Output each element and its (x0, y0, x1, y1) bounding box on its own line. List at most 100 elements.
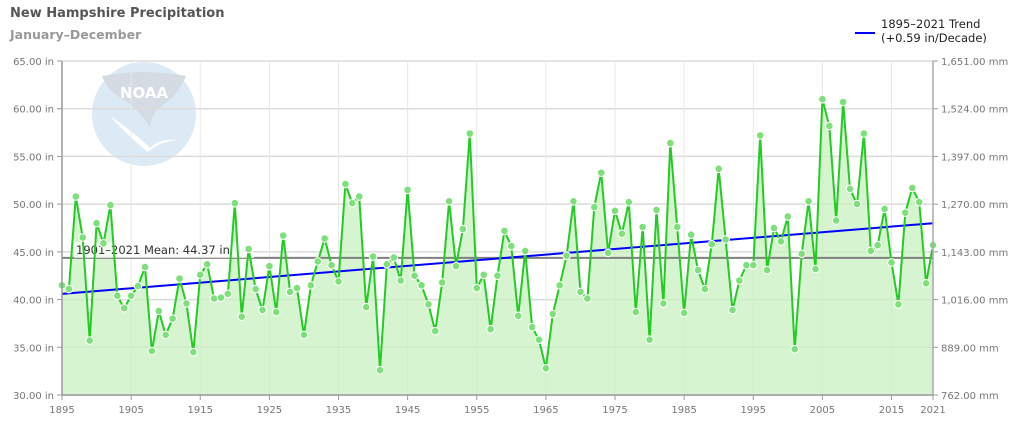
data-point[interactable]: 1980: 35.8 in (645, 335, 654, 345)
data-point[interactable]: 1976: 46.9 in (617, 229, 627, 238)
data-point[interactable]: 1965: 32.8 in (541, 364, 551, 373)
data-point[interactable]: 1914: 34.5 in (189, 347, 198, 357)
data-point[interactable]: 1936: 52.1 in (341, 179, 350, 189)
data-point[interactable]: 1966: 38.5 in (548, 309, 558, 319)
data-point[interactable]: 1920: 50.1 in (230, 198, 240, 208)
data-point[interactable]: 1910: 36.3 in (161, 330, 170, 340)
data-point[interactable]: 1972: 49.7 in (590, 202, 599, 212)
data-point[interactable]: 1989: 45.8 in (707, 239, 717, 249)
data-point[interactable]: 1937: 50.1 in (348, 198, 357, 208)
data-point[interactable]: 1933: 46.4 in (320, 234, 330, 243)
data-point[interactable]: 1961: 38.3 in (513, 311, 523, 321)
data-point[interactable]: 2015: 43.9 in (887, 258, 896, 267)
data-point[interactable]: 1946: 42.5 in (410, 271, 419, 281)
data-point[interactable]: 1969: 50.3 in (569, 197, 578, 206)
data-point[interactable]: 1971: 40.1 in (583, 294, 592, 303)
data-point[interactable]: 1902: 49.9 in (106, 200, 115, 210)
data-point[interactable]: 2010: 50 in (852, 199, 862, 209)
data-point[interactable]: 2000: 48.7 in (783, 212, 793, 221)
data-point[interactable]: 1921: 38.2 in (237, 312, 246, 322)
data-point[interactable]: 1943: 44.4 in (389, 253, 399, 262)
data-point[interactable]: 1913: 39.6 in (182, 299, 191, 308)
data-point[interactable]: 1945: 51.5 in (403, 185, 412, 195)
data-point[interactable]: 1981: 49.4 in (652, 205, 661, 215)
data-point[interactable]: 1963: 37.1 in (527, 322, 537, 332)
data-point[interactable]: 1951: 50.3 in (444, 197, 454, 206)
data-point[interactable]: 2013: 45.7 in (873, 240, 883, 250)
data-point[interactable]: 1930: 36.3 in (299, 330, 309, 340)
data-point[interactable]: 1986: 46.8 in (686, 230, 696, 239)
data-point[interactable]: 1998: 47.5 in (769, 223, 779, 233)
data-point[interactable]: 2003: 50.3 in (804, 197, 813, 206)
data-point[interactable]: 1993: 42 in (735, 276, 744, 285)
data-point[interactable]: 1939: 39.2 in (361, 302, 371, 312)
data-point[interactable]: 1932: 44 in (313, 257, 323, 266)
data-point[interactable]: 1931: 41.5 in (306, 281, 316, 290)
data-point[interactable]: 1928: 40.8 in (285, 287, 295, 297)
data-point[interactable]: 1977: 50.2 in (624, 197, 634, 207)
data-point[interactable]: 1925: 43.5 in (265, 261, 274, 271)
data-point[interactable]: 1901: 45.9 in (99, 239, 108, 248)
data-point[interactable]: 1996: 57.2 in (755, 131, 765, 140)
data-point[interactable]: 1935: 41.9 in (334, 277, 343, 286)
data-point[interactable]: 2006: 58.2 in (825, 121, 834, 131)
data-point[interactable]: 1922: 45.3 in (244, 244, 253, 254)
data-point[interactable]: 2012: 45.1 in (866, 246, 876, 256)
data-point[interactable]: 1985: 38.6 in (679, 308, 689, 318)
data-point[interactable]: 1956: 42.6 in (479, 270, 489, 280)
data-point[interactable]: 1987: 43.1 in (693, 265, 703, 275)
data-point[interactable]: 1978: 38.7 in (631, 307, 641, 317)
data-point[interactable]: 1916: 43.7 in (202, 260, 212, 269)
data-point[interactable]: 1995: 43.6 in (749, 260, 758, 270)
data-point[interactable]: 1952: 43.5 in (451, 261, 461, 271)
data-point[interactable]: 2018: 51.7 in (908, 183, 917, 193)
data-points[interactable]: 1895: 41.5 in1896: 41.1 in1897: 50.8 in1… (57, 94, 938, 375)
data-point[interactable]: 1896: 41.1 in (64, 284, 74, 294)
data-point[interactable]: 1908: 34.6 in (147, 346, 157, 356)
data-point[interactable]: 1974: 44.9 in (603, 248, 613, 258)
data-point[interactable]: 1992: 38.9 in (728, 305, 737, 315)
data-point[interactable]: 2016: 39.5 in (894, 300, 903, 309)
data-point[interactable]: 1904: 39.1 in (119, 303, 129, 313)
data-point[interactable]: 1954: 57.4 in (465, 129, 475, 138)
data-point[interactable]: 1942: 43.7 in (382, 260, 392, 269)
data-point[interactable]: 1968: 44.6 in (562, 251, 571, 260)
data-point[interactable]: 1959: 47.2 in (500, 226, 509, 236)
data-point[interactable]: 1957: 36.9 in (486, 324, 495, 334)
data-point[interactable]: 1991: 46.3 in (721, 235, 730, 244)
data-point[interactable]: 2011: 57.4 in (859, 129, 869, 138)
legend-trend[interactable]: 1895–2021 Trend (+0.59 in/Decade) (855, 17, 987, 45)
data-point[interactable]: 1929: 41.2 in (292, 283, 302, 293)
data-point[interactable]: 1940: 44.5 in (368, 252, 378, 261)
data-point[interactable]: 1947: 41.5 in (417, 281, 426, 290)
data-point[interactable]: 1909: 38.8 in (154, 306, 164, 316)
data-point[interactable]: 1953: 47.4 in (458, 224, 468, 234)
data-point[interactable]: 2020: 41.7 in (921, 279, 931, 288)
data-point[interactable]: 1923: 41.1 in (251, 284, 260, 294)
data-point[interactable]: 1979: 47.6 in (638, 222, 648, 232)
data-point[interactable]: 2009: 51.6 in (845, 184, 855, 194)
data-point[interactable]: 1899: 35.7 in (85, 336, 94, 345)
data-point[interactable]: 1950: 41.8 in (437, 278, 447, 287)
data-point[interactable]: 1990: 53.7 in (714, 164, 724, 174)
data-point[interactable]: 1906: 41.4 in (133, 281, 143, 291)
data-point[interactable]: 1927: 46.7 in (278, 231, 288, 240)
data-point[interactable]: 2007: 48.3 in (831, 216, 841, 225)
data-point[interactable]: 1984: 47.6 in (672, 222, 682, 232)
data-point[interactable]: 1962: 45.1 in (520, 246, 530, 256)
data-point[interactable]: 1960: 45.6 in (507, 241, 516, 251)
data-point[interactable]: 1915: 42.6 in (196, 270, 205, 280)
data-point[interactable]: 1982: 39.6 in (659, 299, 668, 308)
data-point[interactable]: 1967: 41.5 in (555, 281, 565, 290)
data-point[interactable]: 1924: 38.9 in (258, 305, 267, 315)
data-point[interactable]: 1999: 46.1 in (776, 237, 786, 246)
data-point[interactable]: 2001: 34.8 in (790, 344, 800, 354)
data-point[interactable]: 2005: 61 in (818, 94, 827, 104)
data-point[interactable]: 1958: 42.5 in (493, 271, 502, 281)
data-point[interactable]: 1905: 40.4 in (126, 291, 136, 301)
data-point[interactable]: 1917: 40.1 in (209, 294, 219, 303)
data-point[interactable]: 1997: 43.1 in (762, 265, 772, 275)
data-point[interactable]: 1973: 53.3 in (596, 168, 606, 177)
data-point[interactable]: 2014: 49.5 in (880, 204, 889, 214)
data-point[interactable]: 1919: 40.6 in (223, 289, 233, 299)
